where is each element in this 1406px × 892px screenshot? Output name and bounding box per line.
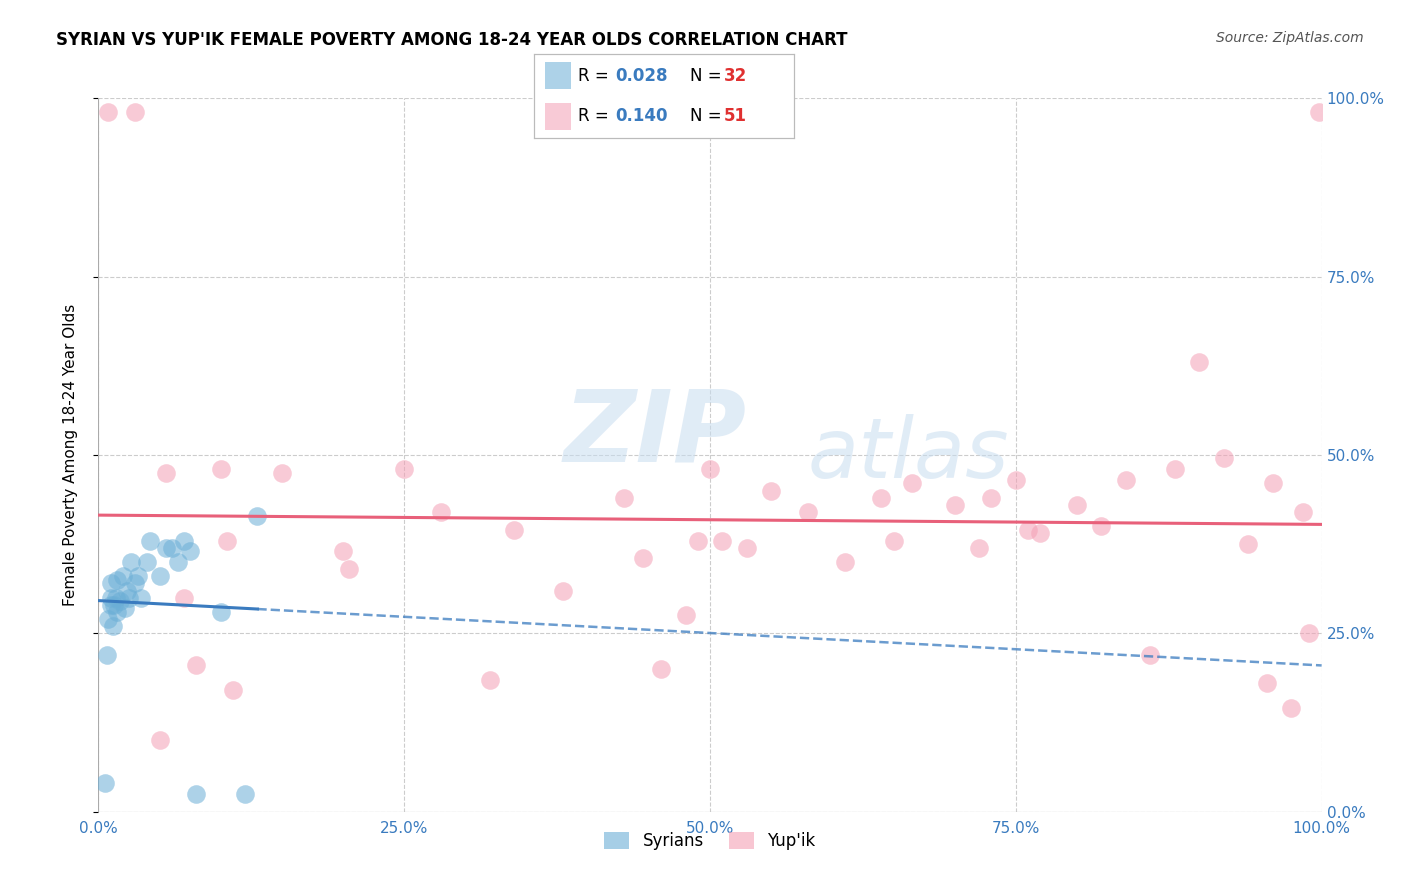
Point [100,591,122,605]
Point [1212,451,1234,466]
Point [155,541,177,555]
Point [270,466,294,480]
Point [215,533,238,548]
Point [337,562,360,576]
Point [101,619,124,633]
Point [478,673,501,687]
Point [650,662,672,676]
Point [943,498,966,512]
Point [901,476,924,491]
Point [118,591,141,605]
Text: Source: ZipAtlas.com: Source: ZipAtlas.com [1216,31,1364,45]
Point [105,605,128,619]
Point [430,505,453,519]
Point [186,658,208,673]
Point [222,683,245,698]
Text: 0.140: 0.140 [614,107,668,125]
Point [124,105,146,120]
Point [129,591,152,605]
Point [1256,676,1278,690]
Point [160,541,183,555]
Point [246,508,269,523]
Point [155,466,177,480]
Point [1115,473,1137,487]
Point [124,576,146,591]
Text: SYRIAN VS YUP'IK FEMALE POVERTY AMONG 18-24 YEAR OLDS CORRELATION CHART: SYRIAN VS YUP'IK FEMALE POVERTY AMONG 18… [56,31,848,49]
Point [711,533,734,548]
Point [1261,476,1284,491]
Point [1164,462,1187,476]
Point [139,533,162,548]
Point [834,555,856,569]
Point [686,533,709,548]
Point [103,598,125,612]
Point [100,576,122,591]
Point [93,776,115,790]
FancyBboxPatch shape [544,62,571,89]
Text: N =: N = [690,107,727,125]
Point [1066,498,1088,512]
Point [100,598,122,612]
Text: atlas: atlas [808,415,1010,495]
Point [97,612,120,626]
Point [114,601,136,615]
Point [127,569,149,583]
Point [111,569,134,583]
Point [110,594,132,608]
Point [233,787,256,801]
Text: R =: R = [578,67,614,85]
Y-axis label: Female Poverty Among 18-24 Year Olds: Female Poverty Among 18-24 Year Olds [63,304,77,606]
Point [883,533,905,548]
Point [209,462,232,476]
Point [1004,473,1026,487]
Point [675,608,697,623]
Point [209,605,232,619]
Point [797,505,820,519]
Point [735,541,758,555]
Point [149,569,172,583]
Point [1139,648,1161,662]
Point [870,491,893,505]
Point [179,544,201,558]
Point [332,544,354,558]
Point [1298,626,1320,640]
Point [120,555,142,569]
Text: N =: N = [690,67,727,85]
Point [173,533,195,548]
Point [173,591,195,605]
Legend: Syrians, Yup'ik: Syrians, Yup'ik [598,825,823,857]
Point [1090,519,1112,533]
Point [115,583,138,598]
Point [631,551,654,566]
Point [96,648,118,662]
Point [186,787,208,801]
Text: ZIP: ZIP [564,385,747,482]
Point [699,462,721,476]
Point [503,523,526,537]
Point [1017,523,1039,537]
Point [1292,505,1315,519]
Point [149,733,172,747]
Text: 32: 32 [724,67,748,85]
Point [1237,537,1260,551]
Text: 51: 51 [724,107,747,125]
Text: R =: R = [578,107,614,125]
Point [105,573,128,587]
Point [1308,105,1330,120]
Point [980,491,1002,505]
Point [167,555,190,569]
Point [967,541,990,555]
FancyBboxPatch shape [544,103,571,130]
Point [97,105,120,120]
Point [1188,355,1211,369]
Point [1029,526,1052,541]
Point [136,555,159,569]
Point [553,583,575,598]
Point [1279,701,1302,715]
Text: 0.028: 0.028 [614,67,668,85]
Point [761,483,783,498]
Point [392,462,416,476]
Point [613,491,636,505]
Point [104,591,127,605]
